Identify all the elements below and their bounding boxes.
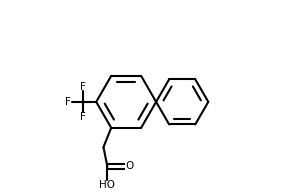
- Text: HO: HO: [99, 180, 115, 190]
- Text: F: F: [80, 82, 86, 92]
- Text: F: F: [65, 97, 71, 107]
- Text: O: O: [125, 162, 134, 172]
- Text: F: F: [80, 112, 86, 122]
